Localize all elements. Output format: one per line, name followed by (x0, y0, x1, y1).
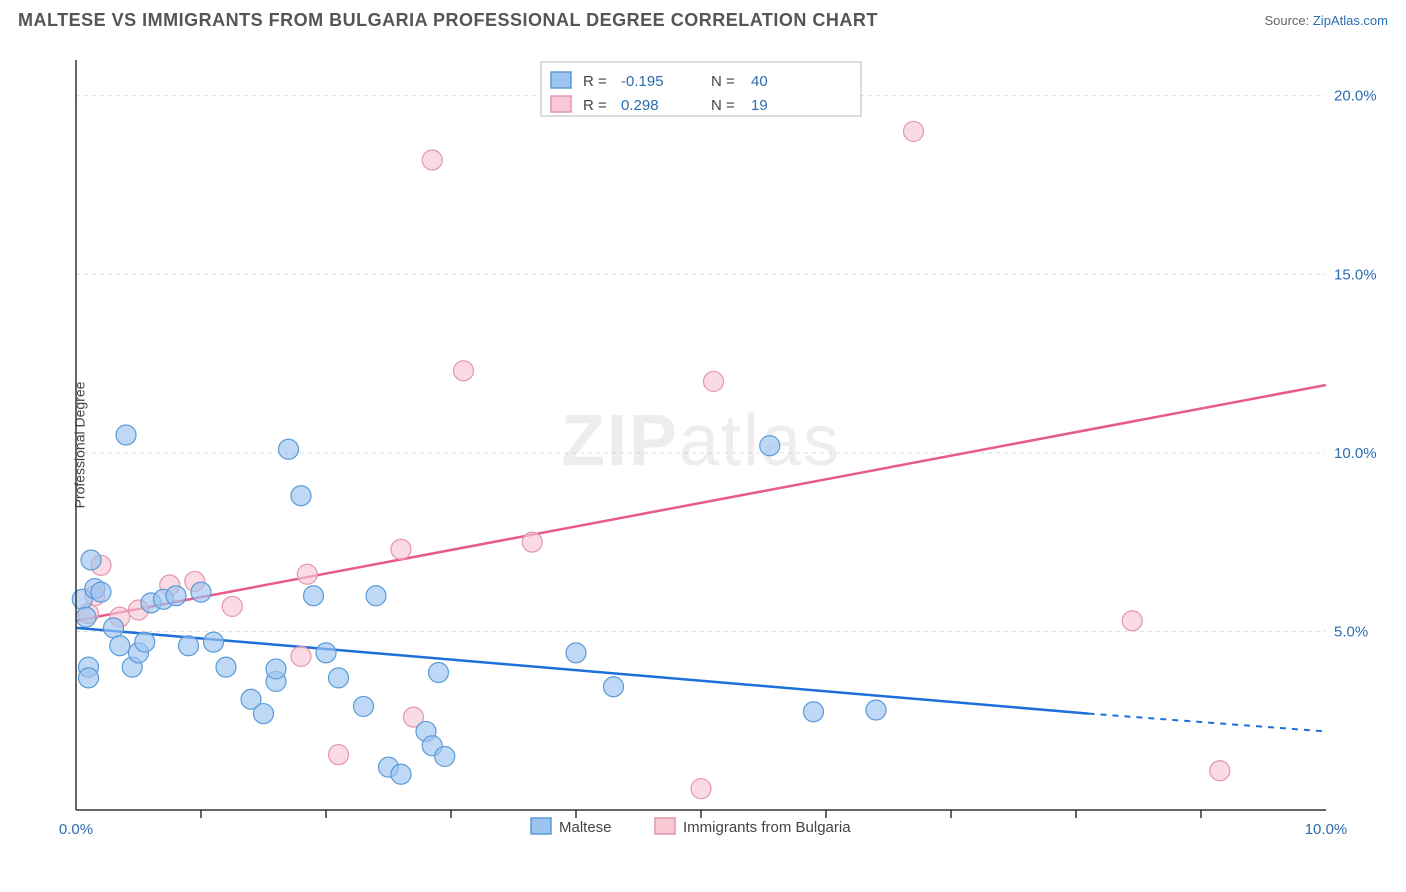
y-tick-label: 20.0% (1334, 88, 1377, 105)
data-point-blue (104, 618, 124, 638)
data-point-pink (454, 361, 474, 381)
data-point-blue (760, 436, 780, 456)
legend-r-label: R = (583, 73, 607, 90)
data-point-blue (804, 702, 824, 722)
data-point-pink (704, 371, 724, 391)
chart-svg: 5.0% 10.0% 15.0% 20.0% ZIPatlas 0.0% 10.0% R =-… (46, 50, 1386, 840)
data-point-pink (904, 121, 924, 141)
data-point-blue (354, 696, 374, 716)
y-axis-label: Professional Degree (71, 382, 87, 509)
data-point-blue (110, 636, 130, 656)
data-point-blue (191, 582, 211, 602)
title-bar: MALTESE VS IMMIGRANTS FROM BULGARIA PROF… (0, 0, 1406, 37)
legend-r-label: R = (583, 97, 607, 114)
data-point-blue (204, 632, 224, 652)
y-tick-label: 5.0% (1334, 623, 1368, 640)
legend-n-value: 40 (751, 73, 768, 90)
data-point-blue (866, 700, 886, 720)
data-point-pink (522, 532, 542, 552)
data-point-pink (1210, 761, 1230, 781)
watermark: ZIPatlas (561, 401, 841, 481)
data-point-pink (297, 564, 317, 584)
data-point-blue (266, 659, 286, 679)
data-point-blue (81, 550, 101, 570)
legend-r-value: -0.195 (621, 73, 664, 90)
legend-n-label: N = (711, 97, 735, 114)
data-point-pink (291, 646, 311, 666)
data-point-blue (91, 582, 111, 602)
legend-swatch (551, 72, 571, 88)
data-point-blue (79, 668, 99, 688)
legend-r-value: 0.298 (621, 97, 659, 114)
trend-line-blue-extrapolated (1089, 714, 1327, 732)
source-label: Source: ZipAtlas.com (1264, 13, 1388, 28)
data-point-blue (291, 486, 311, 506)
data-point-blue (391, 764, 411, 784)
data-point-blue (329, 668, 349, 688)
data-point-blue (279, 439, 299, 459)
data-point-blue (366, 586, 386, 606)
data-point-pink (422, 150, 442, 170)
x-tick-label: 10.0% (1305, 821, 1348, 838)
data-point-blue (604, 677, 624, 697)
data-point-blue (76, 607, 96, 627)
data-point-pink (329, 745, 349, 765)
data-point-blue (304, 586, 324, 606)
data-point-pink (222, 596, 242, 616)
legend-n-value: 19 (751, 97, 768, 114)
y-tick-label: 10.0% (1334, 445, 1377, 462)
data-point-blue (254, 704, 274, 724)
legend-swatch (551, 96, 571, 112)
y-tick-label: 15.0% (1334, 266, 1377, 283)
bottom-legend-label: Immigrants from Bulgaria (683, 819, 851, 836)
bottom-legend-swatch (531, 818, 551, 834)
data-point-pink (1122, 611, 1142, 631)
source-link[interactable]: ZipAtlas.com (1313, 13, 1388, 28)
data-point-blue (435, 746, 455, 766)
plot-area: Professional Degree 5.0% 10.0% 15.0% 20.0% Z… (46, 50, 1386, 840)
data-point-pink (691, 779, 711, 799)
data-point-blue (166, 586, 186, 606)
bottom-legend-swatch (655, 818, 675, 834)
bottom-legend-label: Maltese (559, 819, 612, 836)
data-point-blue (316, 643, 336, 663)
data-point-blue (116, 425, 136, 445)
x-tick-label: 0.0% (59, 821, 93, 838)
data-point-blue (566, 643, 586, 663)
data-point-pink (391, 539, 411, 559)
data-point-blue (429, 663, 449, 683)
data-point-blue (135, 632, 155, 652)
data-point-blue (179, 636, 199, 656)
legend-n-label: N = (711, 73, 735, 90)
chart-title: MALTESE VS IMMIGRANTS FROM BULGARIA PROF… (18, 10, 878, 31)
source-prefix: Source: (1264, 13, 1312, 28)
data-point-blue (216, 657, 236, 677)
